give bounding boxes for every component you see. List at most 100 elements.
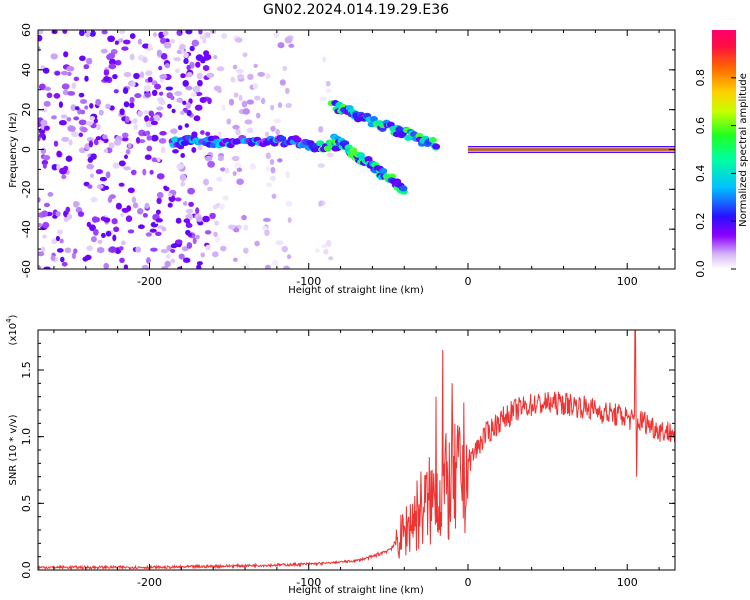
heatmap-cell: [271, 193, 277, 199]
heatmap-cell: [158, 91, 164, 96]
y-tick-label: 1.0: [20, 428, 33, 446]
heatmap-cell: [369, 116, 378, 122]
heatmap-cell: [40, 119, 48, 127]
heatmap-cell: [148, 110, 154, 117]
heatmap-cell: [204, 230, 212, 235]
heatmap-cell: [161, 226, 167, 232]
heatmap-cell: [282, 265, 291, 269]
heatmap-cell: [66, 213, 73, 220]
y-tick-label: -40: [20, 220, 33, 238]
heatmap-cell: [247, 73, 254, 81]
heatmap-cell: [42, 163, 47, 169]
heatmap-cell: [235, 128, 241, 136]
y-tick-label: 0.0: [20, 561, 33, 579]
spectrogram-x-ticks: -200 -100 0 100: [53, 30, 660, 288]
heatmap-cell: [159, 131, 167, 136]
heatmap-cell: [122, 39, 131, 45]
heatmap-cell: [242, 108, 251, 115]
heatmap-cell: [65, 155, 73, 162]
heatmap-cell: [287, 217, 292, 223]
heatmap-cell: [68, 125, 76, 132]
heatmap-cell: [221, 33, 228, 39]
heatmap-cell: [118, 182, 125, 187]
heatmap-cell: [95, 98, 102, 106]
heatmap-cell: [186, 242, 193, 249]
heatmap-cell: [86, 163, 94, 170]
heatmap-cell: [155, 231, 162, 237]
heatmap-cell: [180, 73, 186, 79]
heatmap-cell: [214, 235, 221, 243]
heatmap-cell: [181, 174, 186, 179]
heatmap-cell: [233, 92, 239, 98]
heatmap-cell: [149, 228, 157, 233]
heatmap-cell: [184, 123, 190, 128]
heatmap-cell: [47, 192, 54, 197]
heatmap-cell: [38, 222, 43, 228]
heatmap-cell: [93, 118, 98, 124]
heatmap-cell: [119, 108, 125, 116]
heatmap-cell: [265, 166, 272, 172]
heatmap-cell: [127, 187, 135, 194]
heatmap-cell: [78, 119, 87, 126]
heatmap-cell: [145, 70, 153, 76]
heatmap-cell: [60, 256, 65, 263]
heatmap-cell: [244, 119, 253, 125]
heatmap-cell: [73, 201, 79, 208]
heatmap-cell: [202, 38, 207, 44]
heatmap-cell: [156, 97, 165, 102]
heatmap-cell: [146, 135, 153, 141]
snr-y-axis-label: SNR (10 * v/v): [8, 414, 19, 485]
heatmap-cell: [284, 36, 293, 44]
heatmap-cell: [180, 180, 186, 187]
heatmap-cell: [234, 37, 243, 43]
heatmap-cell: [144, 115, 150, 122]
heatmap-cell: [176, 163, 184, 170]
heatmap-cell: [156, 106, 164, 111]
heatmap-cell: [432, 143, 441, 150]
heatmap-cell: [118, 160, 126, 167]
heatmap-cell: [202, 56, 210, 61]
heatmap-cell: [265, 73, 271, 79]
heatmap-cell: [68, 139, 73, 146]
heatmap-cell: [121, 208, 127, 213]
heatmap-cell: [74, 106, 80, 111]
heatmap-cell: [255, 112, 261, 119]
heatmap-cell: [158, 65, 163, 71]
heatmap-cell: [105, 171, 111, 179]
heatmap-cell: [147, 76, 153, 83]
heatmap-cell: [318, 200, 323, 207]
colorbar-tick-label: 0.6: [694, 117, 707, 135]
heatmap-cell: [209, 212, 216, 220]
heatmap-cell: [173, 57, 181, 62]
heatmap-cell: [168, 193, 173, 198]
heatmap-cell: [270, 104, 275, 111]
heatmap-cell: [202, 215, 210, 223]
snr-plot-area: [38, 330, 675, 570]
heatmap-cell: [108, 246, 117, 253]
colorbar: 0.0 0.2 0.4 0.6 0.8 Normalized spectral ampl…: [694, 30, 749, 278]
heatmap-cell: [163, 185, 168, 190]
heatmap-cell: [89, 103, 94, 109]
x-tick-label: 100: [617, 275, 638, 288]
heatmap-cell: [163, 41, 172, 49]
heatmap-cell: [262, 217, 271, 222]
heatmap-cell: [314, 248, 320, 253]
heatmap-cell: [233, 228, 240, 233]
heatmap-cell: [213, 54, 218, 60]
spectrogram-y-ticks: -60 -40 -20 0 20 40 60: [20, 23, 675, 278]
heatmap-cell: [155, 209, 161, 215]
heatmap-cell: [181, 246, 189, 252]
heatmap-cell: [207, 160, 216, 168]
heatmap-cell: [102, 134, 108, 140]
heatmap-line-core: [467, 148, 675, 151]
heatmap-cell: [41, 159, 49, 166]
heatmap-cell: [232, 124, 240, 130]
heatmap-cell: [179, 110, 185, 115]
heatmap-cell: [185, 102, 192, 109]
heatmap-cell: [318, 126, 324, 133]
heatmap-cell: [261, 226, 268, 231]
heatmap-cell: [129, 96, 135, 103]
heatmap-cell: [202, 178, 210, 186]
heatmap-cell: [60, 70, 69, 76]
